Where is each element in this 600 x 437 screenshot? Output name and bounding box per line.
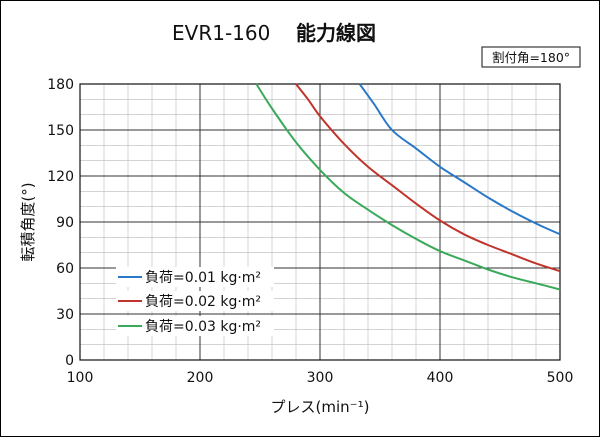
legend: 負荷=0.01 kg·m² 負荷=0.02 kg·m² 負荷=0.03 kg·m² <box>116 267 274 336</box>
legend-label-1: 負荷=0.01 kg·m² <box>145 270 261 286</box>
tick-labels: 100 200 300 400 500 0 30 60 90 120 150 180 <box>47 77 573 386</box>
y-tick-label: 0 <box>65 353 74 369</box>
y-tick-label: 150 <box>47 123 74 139</box>
legend-entry-bg <box>116 316 274 336</box>
x-tick-label: 100 <box>67 370 94 386</box>
index-angle-badge <box>481 46 581 68</box>
legend-label-3: 負荷=0.03 kg·m² <box>145 319 261 335</box>
y-axis-label: 転積角度(°) <box>19 182 37 261</box>
y-tick-label: 90 <box>56 215 74 231</box>
y-tick-label: 180 <box>47 77 74 93</box>
plot-area-border <box>79 83 561 361</box>
y-tick-label: 120 <box>47 169 74 185</box>
y-tick-label: 60 <box>56 261 74 277</box>
x-axis-label: プレス(min⁻¹) <box>271 398 370 416</box>
series-layer <box>255 83 561 291</box>
x-tick-label: 300 <box>307 370 334 386</box>
legend-entry-bg <box>116 267 274 287</box>
series-line-1 <box>358 83 561 236</box>
legend-label-2: 負荷=0.02 kg·m² <box>145 294 261 310</box>
legend-entry-bg <box>116 291 274 311</box>
chart-title-name: 能力線図 <box>296 21 376 45</box>
index-angle-badge-text: 割付角=180° <box>492 50 570 65</box>
series-line-2 <box>295 83 561 273</box>
chart-title-model: EVR1-160 <box>172 21 270 45</box>
x-tick-label: 500 <box>547 370 574 386</box>
y-tick-label: 30 <box>56 307 74 323</box>
series-line-3 <box>255 83 561 291</box>
x-tick-label: 400 <box>427 370 454 386</box>
x-tick-label: 200 <box>187 370 214 386</box>
